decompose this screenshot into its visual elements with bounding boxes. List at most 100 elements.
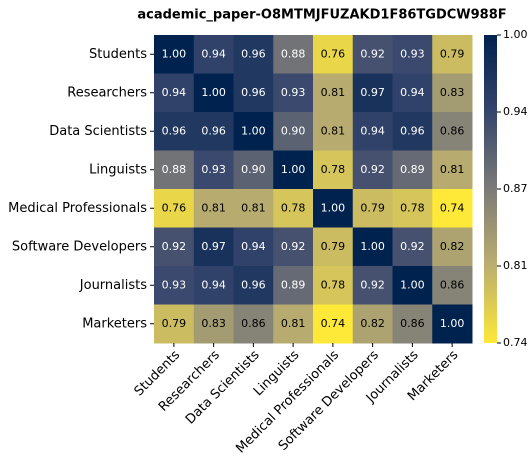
cell <box>392 227 433 267</box>
cell <box>313 189 354 228</box>
cell-label: 0.92 <box>360 47 385 60</box>
chart-title: academic_paper-O8MTMJFUZAKD1F86TGDCW988F <box>137 8 506 23</box>
y-tick-label: Software Developers <box>12 239 147 254</box>
cell <box>352 35 393 74</box>
cell-label: 0.89 <box>281 278 306 291</box>
colorbar-tick-label: 0.74 <box>503 336 528 349</box>
cell <box>313 112 354 151</box>
cell <box>313 35 354 74</box>
cell-label: 0.79 <box>321 240 346 253</box>
cell-label: 0.79 <box>360 201 385 214</box>
cell <box>193 189 234 228</box>
y-tick-label: Researchers <box>67 85 147 100</box>
cell <box>392 189 433 228</box>
cell-label: 1.00 <box>201 86 226 99</box>
cell-label: 0.88 <box>162 163 187 176</box>
cell <box>193 227 234 267</box>
cell <box>193 150 234 190</box>
cell <box>392 266 433 305</box>
cell-label: 0.92 <box>281 240 306 253</box>
cell-label: 0.96 <box>162 124 187 137</box>
cell <box>273 304 314 344</box>
cell-label: 0.82 <box>440 240 465 253</box>
cell-label: 0.78 <box>321 278 346 291</box>
cell-label: 0.79 <box>162 317 187 330</box>
colorbar-tick-label: 0.81 <box>503 259 528 272</box>
cell-label: 1.00 <box>281 163 306 176</box>
cell-label: 0.81 <box>281 317 306 330</box>
cell <box>193 304 234 344</box>
cell-label: 0.96 <box>241 86 266 99</box>
cell <box>233 189 274 228</box>
colorbar-tick-label: 0.87 <box>503 182 528 195</box>
cell <box>273 35 314 74</box>
cell <box>273 189 314 228</box>
cell <box>352 189 393 228</box>
cell-label: 0.96 <box>201 124 226 137</box>
cell-label: 0.81 <box>241 201 266 214</box>
cell <box>273 150 314 190</box>
cell <box>313 266 354 305</box>
cell-label: 1.00 <box>360 240 385 253</box>
y-tick-label: Linguists <box>89 162 147 177</box>
cell-label: 0.86 <box>440 124 465 137</box>
cell <box>233 266 274 305</box>
cell <box>233 73 274 113</box>
cell-label: 0.94 <box>400 86 425 99</box>
cell-label: 0.92 <box>400 240 425 253</box>
cell <box>432 35 473 74</box>
cell <box>193 112 234 151</box>
cell-label: 0.92 <box>360 163 385 176</box>
cell-label: 0.88 <box>281 47 306 60</box>
cell <box>233 227 274 267</box>
cell-label: 1.00 <box>321 201 346 214</box>
cell <box>233 304 274 344</box>
cell <box>154 150 195 190</box>
y-tick-label: Students <box>89 47 147 62</box>
cell <box>273 266 314 305</box>
cell-label: 0.93 <box>201 163 226 176</box>
cell <box>392 150 433 190</box>
cell <box>233 150 274 190</box>
colorbar <box>484 35 497 343</box>
cell-label: 1.00 <box>241 124 266 137</box>
y-tick-label: Journalists <box>79 278 147 293</box>
cell <box>392 304 433 344</box>
cell-label: 0.79 <box>440 47 465 60</box>
cell <box>392 112 433 151</box>
cell-label: 0.94 <box>241 240 266 253</box>
cell-label: 0.86 <box>400 317 425 330</box>
cell-label: 1.00 <box>162 47 187 60</box>
cell-label: 0.94 <box>162 86 187 99</box>
cell-label: 0.90 <box>281 124 306 137</box>
cell <box>352 266 393 305</box>
cell-label: 0.94 <box>360 124 385 137</box>
cell <box>313 304 354 344</box>
cell-label: 0.96 <box>400 124 425 137</box>
cell-label: 0.76 <box>162 201 187 214</box>
cell <box>273 112 314 151</box>
cell-label: 0.93 <box>162 278 187 291</box>
cell-label: 0.78 <box>400 201 425 214</box>
cell-label: 0.92 <box>360 278 385 291</box>
cell-label: 0.86 <box>440 278 465 291</box>
cell-label: 0.74 <box>321 317 346 330</box>
cell <box>352 304 393 344</box>
cell-label: 0.83 <box>440 86 465 99</box>
cell-label: 0.76 <box>321 47 346 60</box>
cell-label: 0.78 <box>281 201 306 214</box>
cell <box>352 112 393 151</box>
cell <box>233 35 274 74</box>
cell <box>233 112 274 151</box>
cell <box>432 73 473 113</box>
cell <box>313 150 354 190</box>
cell <box>193 73 234 113</box>
cell-label: 0.94 <box>201 278 226 291</box>
cell <box>313 73 354 113</box>
cell <box>154 266 195 305</box>
y-tick-label: Data Scientists <box>49 124 147 139</box>
colorbar-tick-label: 0.94 <box>503 105 528 118</box>
cell-label: 0.94 <box>201 47 226 60</box>
cell <box>154 73 195 113</box>
cell <box>432 266 473 305</box>
